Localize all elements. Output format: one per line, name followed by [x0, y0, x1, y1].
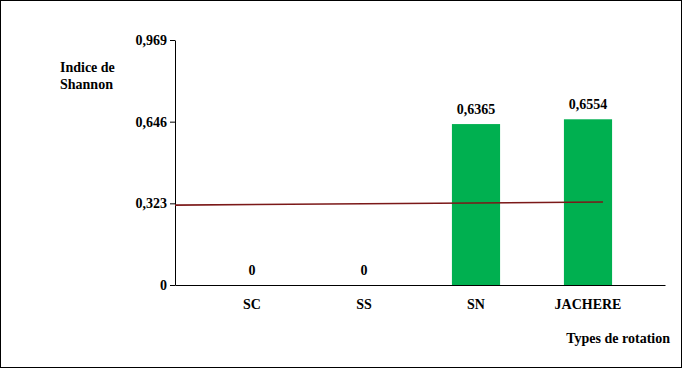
y-tick: 0,969 [136, 33, 176, 48]
bar [452, 124, 500, 285]
chart: 0 0,323 0,646 0,969 SC SS SN JACHERE 0 0 0,6365 0,6… [0, 0, 682, 368]
data-labels: 0 0 0,6365 0,6554 [249, 97, 608, 278]
y-tick: 0,646 [136, 115, 176, 130]
x-tick: SN [467, 285, 485, 312]
y-tick: 0 [160, 278, 175, 293]
x-axis: SC SS SN JACHERE [176, 285, 666, 312]
bar [228, 285, 276, 286]
frame [1, 1, 682, 368]
x-tick: SS [356, 285, 372, 312]
trend-line [175, 202, 603, 205]
data-label: 0 [361, 263, 368, 278]
y-axis: 0 0,323 0,646 0,969 [136, 33, 176, 293]
x-axis-title: Types de rotation [566, 331, 670, 346]
y-tick: 0,323 [136, 196, 176, 211]
y-tick-label: 0,969 [136, 33, 168, 48]
x-tick: SC [243, 285, 261, 312]
y-tick-mark [170, 203, 175, 204]
x-tick-label: SN [467, 297, 485, 312]
x-tick-label: SS [356, 297, 372, 312]
x-tick: JACHERE [555, 285, 622, 312]
y-tick-mark [170, 122, 175, 123]
data-label: 0,6554 [569, 97, 608, 112]
y-axis-title: Indice de Shannon [60, 60, 118, 92]
bar [340, 285, 388, 286]
y-axis-line [175, 41, 176, 286]
data-label: 0,6365 [457, 102, 496, 117]
plot-area [175, 119, 612, 285]
x-tick-label: JACHERE [555, 297, 622, 312]
x-tick-label: SC [243, 297, 261, 312]
y-tick-label: 0,323 [136, 196, 168, 211]
y-tick-label: 0 [160, 278, 167, 293]
y-tick-mark [170, 285, 175, 286]
y-tick-mark [170, 40, 175, 41]
data-label: 0 [249, 263, 256, 278]
x-axis-line [176, 285, 666, 286]
y-tick-label: 0,646 [136, 115, 168, 130]
